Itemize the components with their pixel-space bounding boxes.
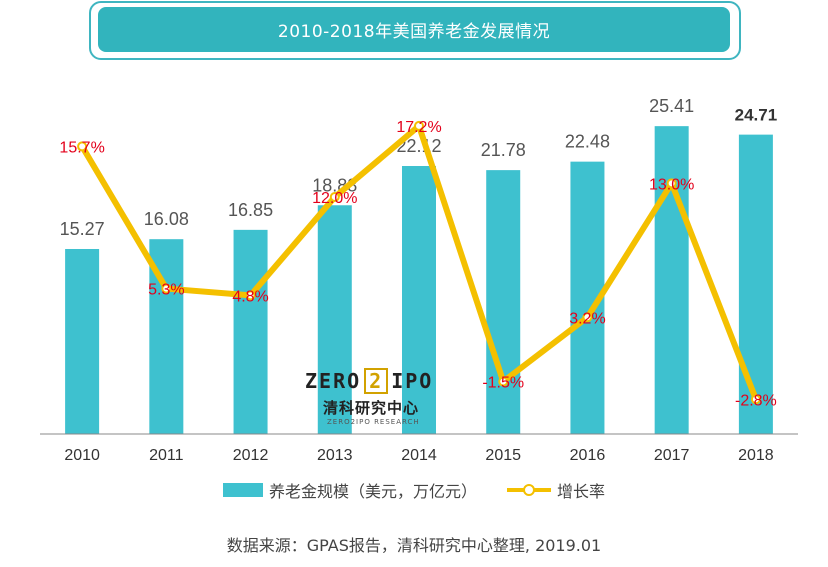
x-tick-label: 2013 [317,447,353,464]
bar-value-label: 16.85 [228,200,273,220]
legend-swatch-bar [222,483,263,497]
logo-text-mid: 2 [364,368,389,394]
bar-2013 [317,205,352,434]
growth-point-2015 [498,376,509,387]
growth-rate-label: 5.3% [148,282,184,299]
growth-rate-label: 4.8% [232,288,268,305]
growth-rate-label: 17.2% [396,119,441,136]
title-frame [89,1,741,60]
growth-rate-label: 13.0% [649,176,694,193]
growth-point-2018 [750,394,761,405]
x-tick-label: 2018 [738,447,774,464]
bar-value-label: 21.78 [481,140,526,160]
logo-cn: 清科研究中心 [323,399,420,417]
growth-point-2013 [329,192,340,202]
growth-point-2017 [666,178,677,189]
growth-rate-label: -2.8% [735,392,777,409]
growth-point-2010 [77,141,88,152]
source-note: 数据来源：GPAS报告，清科研究中心整理, 2019.01 [226,536,602,555]
legend-label-bar: 养老金规模（美元，万亿元） [268,482,477,501]
chart-title: 2010-2018年美国养老金发展情况 [98,7,730,52]
legend-item-bar: 养老金规模（美元，万亿元） [222,478,477,502]
growth-rate-label: 15.7% [59,139,104,156]
x-tick-label: 2012 [233,447,269,464]
chart-area: 2010 2011 2012 2013 2014 2015 2016 2017 2018 15.2… [40,96,798,464]
x-tick-label: 2010 [64,447,100,464]
logo-text-right: IPO [391,369,434,393]
x-tick-label: 2017 [654,447,690,464]
legend-item-line: 增长率 [507,478,605,502]
bar-2017 [654,126,689,435]
x-tick-label: 2016 [570,447,606,464]
growth-point-2012 [245,290,256,301]
bar-2018 [738,134,773,434]
bar-2010 [65,248,100,434]
bar-value-label: 24.71 [735,106,778,125]
bar-2015 [486,170,521,434]
legend: 养老金规模（美元，万亿元） 增长率 [0,478,828,502]
x-tick-label: 2011 [149,447,184,464]
x-tick-label: 2014 [401,447,437,464]
growth-point-2014 [414,120,424,131]
logo-sub: ZERO2IPO RESEARCH [327,418,420,426]
growth-rate-label: 12.0% [312,190,357,207]
logo-text-left: ZERO [305,369,362,393]
legend-label-line: 增长率 [557,482,606,501]
bar-value-label: 22.48 [565,132,610,152]
bar-value-label: 25.41 [649,96,694,116]
bar-2014 [402,166,436,434]
bar-value-label: 16.08 [144,209,189,229]
growth-point-2011 [161,283,172,294]
growth-point-2016 [582,312,593,323]
growth-rate-label: -1.5% [482,375,524,392]
x-tick-label: 2015 [485,447,521,464]
legend-swatch-line [507,483,551,497]
growth-rate-label: 3.2% [569,310,605,327]
bar-value-label: 15.27 [60,219,105,239]
bar-2012 [233,229,268,434]
watermark-logo: ZERO 2 IPO 清科研究中心 ZERO2IPO RESEARCH [305,368,455,432]
